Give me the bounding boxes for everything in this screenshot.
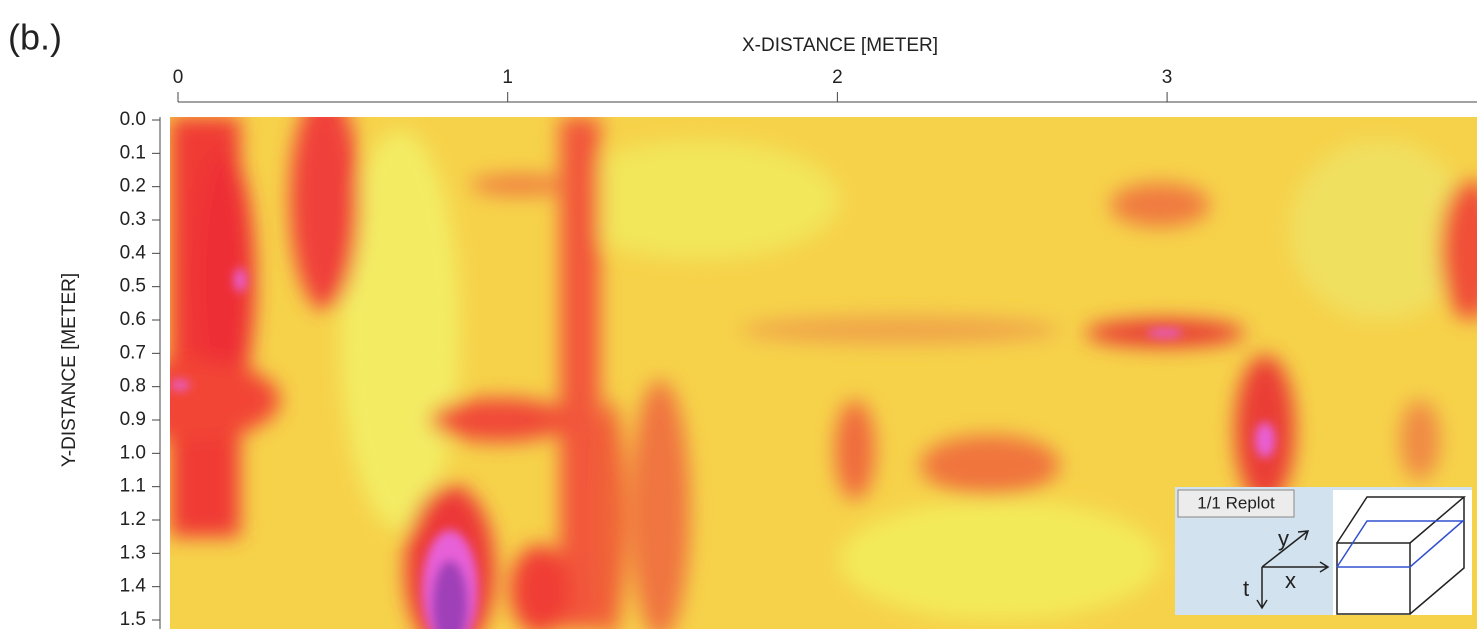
- x-tick-label: 0: [173, 67, 184, 88]
- y-tick-label: 1.5: [120, 609, 146, 629]
- y-tick-label: 0.1: [120, 142, 146, 163]
- y-tick-label: 0.8: [120, 376, 146, 397]
- y-tick-label: 0.5: [120, 276, 146, 297]
- x-axis-title: X-DISTANCE [METER]: [742, 35, 938, 56]
- replot-button[interactable]: [1177, 489, 1295, 518]
- x-tick-label: 1: [502, 67, 513, 88]
- y-tick-label: 1.4: [120, 576, 147, 597]
- y-tick-label: 1.1: [120, 476, 146, 497]
- heatmap-field: [170, 117, 1477, 629]
- y-axis-title: Y-DISTANCE [METER]: [59, 273, 80, 467]
- y-tick-label: 1.0: [120, 442, 146, 463]
- heatmap-peaks: [170, 268, 1275, 629]
- y-tick-label: 0.9: [120, 409, 146, 430]
- axes-glyph: [1256, 530, 1330, 610]
- y-tick-label: 0.7: [120, 342, 146, 363]
- inset: 1/1 Replot y x t: [1175, 487, 1472, 615]
- y-tick-label: 0.4: [120, 242, 147, 263]
- axis-x-label: x: [1285, 568, 1296, 593]
- y-tick-label: 0.0: [120, 109, 146, 130]
- y-tick-label: 0.6: [120, 309, 146, 330]
- replot-button-label[interactable]: 1/1 Replot: [1197, 493, 1275, 512]
- panel-label: (b.): [8, 17, 62, 58]
- axis-t-label: t: [1243, 576, 1249, 601]
- y-tick-label: 1.2: [120, 509, 146, 530]
- y-tick-label: 1.3: [120, 542, 146, 563]
- x-tick-label: 3: [1162, 67, 1173, 88]
- slice-plane: [1336, 519, 1465, 568]
- x-tick-label: 2: [832, 67, 843, 88]
- y-tick-label: 0.3: [120, 209, 146, 230]
- axis-y-label: y: [1278, 526, 1289, 551]
- heatmap: [170, 117, 1477, 629]
- y-tick-label: 0.2: [120, 176, 146, 197]
